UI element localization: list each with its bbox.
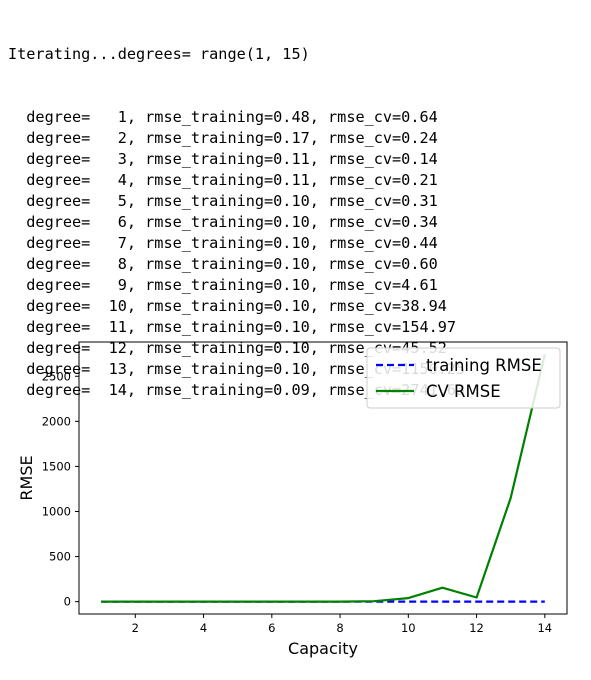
output-line: degree= 4, rmse_training=0.11, rmse_cv=0… <box>8 171 438 189</box>
x-tick-label: 8 <box>336 621 343 635</box>
y-tick-label: 500 <box>49 550 71 564</box>
output-line: degree= 1, rmse_training=0.48, rmse_cv=0… <box>8 108 438 126</box>
rmse-chart-svg: 2 4 6 8 10 12 14 0 500 1000 1500 2000 2500 Capacity RM… <box>17 341 568 658</box>
legend-box <box>366 347 561 409</box>
y-tick-label: 2000 <box>42 414 71 428</box>
output-line: degree= 6, rmse_training=0.10, rmse_cv=0… <box>8 213 438 231</box>
plot-series <box>101 354 546 603</box>
output-line: degree= 7, rmse_training=0.10, rmse_cv=0… <box>8 234 438 252</box>
output-line: degree= 5, rmse_training=0.10, rmse_cv=0… <box>8 192 438 210</box>
x-tick-label: 4 <box>200 621 207 635</box>
x-tick-label: 6 <box>268 621 275 635</box>
x-tick-label: 14 <box>537 621 552 635</box>
x-tick-label: 12 <box>469 621 484 635</box>
y-tick-label: 0 <box>64 595 71 609</box>
output-line: degree= 9, rmse_training=0.10, rmse_cv=4… <box>8 276 438 294</box>
plot-axes: 2 4 6 8 10 12 14 0 500 1000 1500 2000 2500 Capacity RM… <box>17 341 568 658</box>
y-tick-label: 1000 <box>42 504 71 518</box>
y-tick-label: 2500 <box>42 369 71 383</box>
plot-frame <box>78 341 568 615</box>
output-header: Iterating...degrees= range(1, 15) <box>8 45 310 63</box>
output-line: degree= 8, rmse_training=0.10, rmse_cv=0… <box>8 255 438 273</box>
series-line-1 <box>101 354 546 603</box>
y-tick-label: 1500 <box>42 459 71 473</box>
output-line: degree= 11, rmse_training=0.10, rmse_cv=… <box>8 318 457 336</box>
x-tick-label: 2 <box>132 621 139 635</box>
output-line: degree= 3, rmse_training=0.11, rmse_cv=0… <box>8 150 438 168</box>
output-line: degree= 10, rmse_training=0.10, rmse_cv=… <box>8 297 447 315</box>
x-axis-label: Capacity <box>288 639 358 658</box>
legend-label: CV RMSE <box>426 382 501 401</box>
y-axis-label: RMSE <box>17 455 36 500</box>
legend-label: training RMSE <box>426 356 542 375</box>
output-line: degree= 2, rmse_training=0.17, rmse_cv=0… <box>8 129 438 147</box>
x-tick-label: 10 <box>401 621 416 635</box>
rmse-plot: 2 4 6 8 10 12 14 0 500 1000 1500 2000 2500 Capacity RM… <box>0 330 591 675</box>
chart-legend: training RMSE CV RMSE <box>366 347 561 409</box>
